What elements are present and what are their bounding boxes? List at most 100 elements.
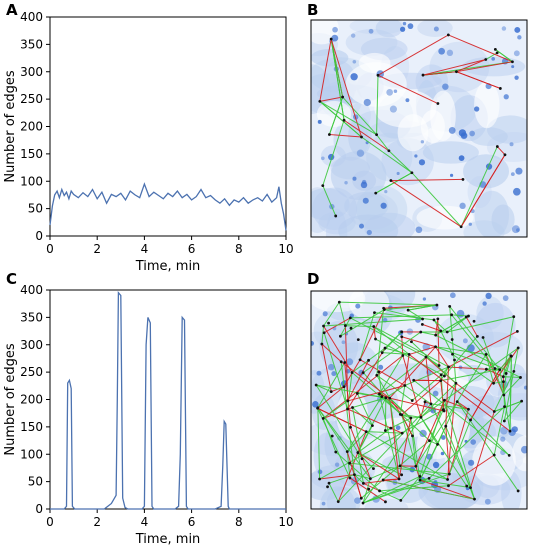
tissue-blob [311, 331, 335, 376]
graph-edge [390, 178, 463, 182]
graph-edge [362, 475, 421, 504]
cell [462, 338, 468, 344]
graph-node [389, 426, 393, 430]
graph-node [327, 133, 331, 136]
graph-edge [359, 312, 375, 360]
graph-node [367, 487, 371, 491]
tissue-blob [474, 190, 510, 237]
graph-edge [456, 401, 519, 492]
cell [509, 142, 514, 147]
graph-node [334, 214, 338, 218]
graph-edge [430, 403, 471, 488]
graph-node [359, 496, 363, 500]
graph-edge [319, 38, 332, 102]
graph-node [360, 457, 364, 461]
graph-edge [319, 96, 343, 102]
graph-node [364, 430, 368, 434]
x-tick-label-c: 6 [188, 515, 196, 529]
graph-node [503, 153, 507, 157]
graph-node [420, 322, 424, 326]
graph-node [398, 464, 402, 468]
graph-node [322, 324, 325, 328]
graph-node [447, 472, 451, 476]
graph-edge [449, 306, 501, 370]
graph-edge [452, 353, 494, 384]
graph-edge [400, 476, 421, 501]
graph-edge [448, 34, 513, 63]
graph-edge [411, 341, 457, 384]
graph-node [507, 453, 511, 457]
cell [389, 105, 397, 113]
x-tick-label-a: 4 [141, 242, 149, 256]
cell [393, 89, 398, 93]
cell [337, 435, 342, 441]
graph-node [400, 335, 404, 339]
graph-node [329, 37, 333, 41]
graph-edge [322, 355, 404, 419]
graph-edge [322, 120, 345, 186]
graph-node [375, 133, 378, 137]
graph-edge [429, 409, 444, 441]
cell [341, 340, 346, 345]
cell [432, 461, 440, 469]
cell [352, 176, 357, 181]
tissue-blob [381, 138, 434, 186]
graph-node [495, 145, 499, 148]
graph-edge [428, 406, 505, 479]
cell [346, 358, 354, 366]
cell [359, 223, 365, 229]
graph-node [492, 410, 496, 413]
y-axis-label-a: Number of edges [3, 70, 18, 183]
cell [485, 292, 492, 300]
graph-edge [339, 301, 437, 306]
graph-edge [437, 426, 447, 445]
graph-edge [379, 490, 401, 501]
graph-edge [415, 401, 458, 467]
plot-frame-c [49, 289, 287, 510]
graph-node [346, 399, 350, 403]
graph-edge [323, 332, 349, 410]
cell [354, 497, 361, 504]
graph-node [318, 100, 322, 103]
graph-node [410, 340, 413, 344]
cell [442, 83, 449, 90]
y-tick-label-c: 200 [20, 393, 43, 407]
graph-node [407, 353, 411, 356]
tissue-blob [475, 302, 516, 348]
graph-edge [378, 393, 400, 480]
graph-edge [411, 435, 417, 467]
graph-edge [493, 406, 506, 456]
bright-patch [416, 205, 474, 230]
graph-node [343, 324, 347, 328]
graph-edge [357, 452, 400, 480]
graph-node [450, 313, 454, 317]
graph-node [345, 450, 349, 454]
graph-edge [389, 397, 445, 412]
graph-edge [319, 100, 377, 136]
graph-edge [411, 374, 442, 401]
graph-edge [385, 385, 406, 399]
cell [378, 364, 384, 370]
graph-node [447, 365, 450, 369]
graph-node [341, 95, 345, 99]
graph-edge [347, 393, 358, 410]
graph-edge [382, 352, 410, 355]
graph-edge [361, 136, 413, 174]
graph-edge [357, 452, 364, 484]
graph-node [358, 358, 362, 362]
cell [317, 119, 322, 124]
graph-edge [354, 474, 364, 484]
graph-node [455, 70, 458, 74]
cell [516, 228, 520, 232]
graph-edge [413, 379, 510, 456]
graph-node [502, 393, 506, 397]
cell [327, 363, 335, 371]
cell [311, 341, 315, 346]
cell [515, 167, 523, 175]
graph-node [495, 51, 499, 55]
y-tick-label-c: 350 [20, 310, 43, 324]
graph-edge [315, 384, 363, 459]
graph-edge [321, 343, 342, 363]
graph-edge [401, 414, 417, 467]
